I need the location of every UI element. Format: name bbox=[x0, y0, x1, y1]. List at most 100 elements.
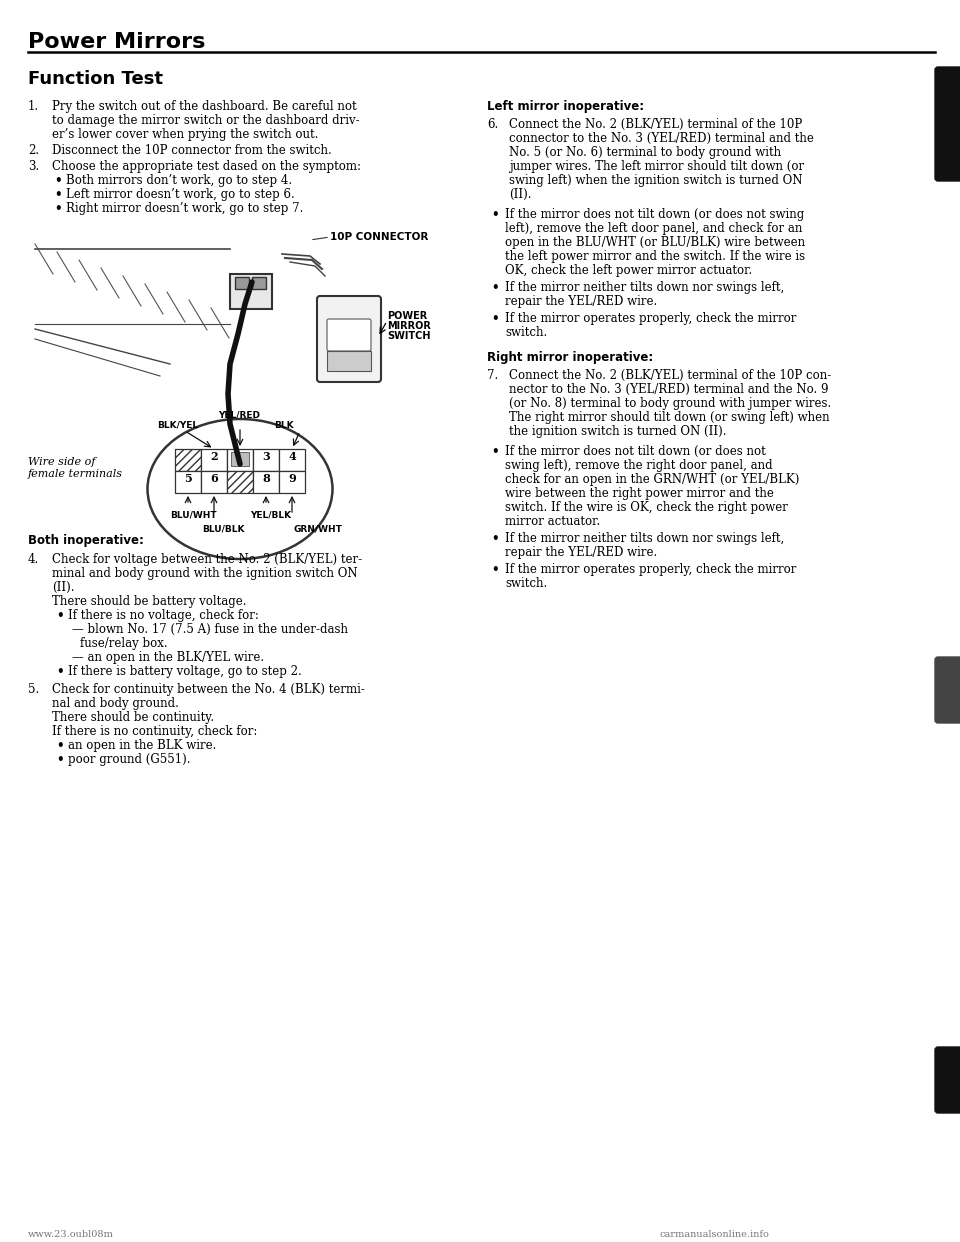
Text: BLK: BLK bbox=[274, 421, 294, 430]
Text: Connect the No. 2 (BLK/YEL) terminal of the 10P: Connect the No. 2 (BLK/YEL) terminal of … bbox=[509, 118, 803, 130]
Text: er’s lower cover when prying the switch out.: er’s lower cover when prying the switch … bbox=[52, 128, 319, 142]
FancyBboxPatch shape bbox=[935, 1047, 960, 1113]
Text: to damage the mirror switch or the dashboard driv-: to damage the mirror switch or the dashb… bbox=[52, 114, 360, 127]
Text: •: • bbox=[491, 563, 498, 576]
Text: the ignition switch is turned ON (II).: the ignition switch is turned ON (II). bbox=[509, 425, 727, 438]
Text: connector to the No. 3 (YEL/RED) terminal and the: connector to the No. 3 (YEL/RED) termina… bbox=[509, 132, 814, 145]
Text: •: • bbox=[54, 174, 61, 188]
Text: 4.: 4. bbox=[28, 553, 39, 566]
Text: 6.: 6. bbox=[487, 118, 498, 130]
Text: If the mirror neither tilts down nor swings left,: If the mirror neither tilts down nor swi… bbox=[505, 281, 784, 294]
Text: If the mirror does not tilt down (or does not: If the mirror does not tilt down (or doe… bbox=[505, 445, 766, 458]
Text: 9: 9 bbox=[288, 473, 296, 484]
Text: •: • bbox=[491, 207, 498, 221]
Bar bbox=[230, 274, 272, 309]
Text: BLU/BLK: BLU/BLK bbox=[202, 525, 245, 534]
Text: switch. If the wire is OK, check the right power: switch. If the wire is OK, check the rig… bbox=[505, 501, 788, 514]
Bar bbox=[201, 471, 227, 493]
Text: •: • bbox=[56, 609, 63, 622]
Text: jumper wires. The left mirror should tilt down (or: jumper wires. The left mirror should til… bbox=[509, 160, 804, 173]
Text: The right mirror should tilt down (or swing left) when: The right mirror should tilt down (or sw… bbox=[509, 411, 829, 424]
Text: Both inoperative:: Both inoperative: bbox=[28, 534, 144, 546]
Text: •: • bbox=[56, 753, 63, 766]
Text: There should be battery voltage.: There should be battery voltage. bbox=[52, 595, 247, 609]
Text: GRN/WHT: GRN/WHT bbox=[294, 525, 343, 534]
Text: If the mirror operates properly, check the mirror: If the mirror operates properly, check t… bbox=[505, 312, 797, 325]
Text: switch.: switch. bbox=[505, 325, 547, 339]
Text: www.23.oubl08m: www.23.oubl08m bbox=[28, 1230, 114, 1240]
Text: If there is no continuity, check for:: If there is no continuity, check for: bbox=[52, 725, 257, 738]
FancyBboxPatch shape bbox=[327, 319, 371, 351]
Text: Connect the No. 2 (BLK/YEL) terminal of the 10P con-: Connect the No. 2 (BLK/YEL) terminal of … bbox=[509, 369, 831, 383]
Text: BLK/YEL: BLK/YEL bbox=[157, 421, 198, 430]
Text: 10P CONNECTOR: 10P CONNECTOR bbox=[330, 232, 428, 242]
Text: — blown No. 17 (7.5 A) fuse in the under-dash: — blown No. 17 (7.5 A) fuse in the under… bbox=[72, 623, 348, 636]
Text: (or No. 8) terminal to body ground with jumper wires.: (or No. 8) terminal to body ground with … bbox=[509, 397, 831, 410]
Text: Power Mirrors: Power Mirrors bbox=[28, 32, 205, 52]
FancyBboxPatch shape bbox=[317, 296, 381, 383]
Text: There should be continuity.: There should be continuity. bbox=[52, 710, 214, 724]
Text: mirror actuator.: mirror actuator. bbox=[505, 515, 600, 528]
Bar bbox=[279, 471, 305, 493]
Text: poor ground (G551).: poor ground (G551). bbox=[68, 753, 190, 766]
Text: If the mirror neither tilts down nor swings left,: If the mirror neither tilts down nor swi… bbox=[505, 532, 784, 545]
Text: Left mirror doesn’t work, go to step 6.: Left mirror doesn’t work, go to step 6. bbox=[66, 188, 295, 201]
Text: •: • bbox=[54, 202, 61, 215]
Bar bbox=[235, 277, 249, 289]
Text: wire between the right power mirror and the: wire between the right power mirror and … bbox=[505, 487, 774, 501]
Bar bbox=[327, 351, 371, 371]
Text: 3.: 3. bbox=[28, 160, 39, 173]
Text: left), remove the left door panel, and check for an: left), remove the left door panel, and c… bbox=[505, 222, 803, 235]
Text: repair the YEL/RED wire.: repair the YEL/RED wire. bbox=[505, 296, 658, 308]
Text: Right mirror doesn’t work, go to step 7.: Right mirror doesn’t work, go to step 7. bbox=[66, 202, 303, 215]
Text: POWER: POWER bbox=[387, 310, 427, 320]
Text: •: • bbox=[491, 281, 498, 294]
Bar bbox=[227, 471, 253, 493]
FancyBboxPatch shape bbox=[936, 68, 960, 178]
Text: 7.: 7. bbox=[487, 369, 498, 383]
Text: Wire side of: Wire side of bbox=[28, 457, 95, 467]
Bar bbox=[279, 450, 305, 471]
Text: •: • bbox=[491, 445, 498, 458]
Text: BLU/WHT: BLU/WHT bbox=[170, 510, 217, 520]
Text: Function Test: Function Test bbox=[28, 70, 163, 88]
Text: 1.: 1. bbox=[28, 101, 39, 113]
Text: Pry the switch out of the dashboard. Be careful not: Pry the switch out of the dashboard. Be … bbox=[52, 101, 356, 113]
Text: 3: 3 bbox=[262, 452, 270, 462]
Text: If the mirror does not tilt down (or does not swing: If the mirror does not tilt down (or doe… bbox=[505, 207, 804, 221]
Bar bbox=[231, 452, 249, 466]
Text: repair the YEL/RED wire.: repair the YEL/RED wire. bbox=[505, 546, 658, 559]
Text: YEL/BLK: YEL/BLK bbox=[250, 510, 291, 520]
Text: 5.: 5. bbox=[28, 683, 39, 696]
Text: check for an open in the GRN/WHT (or YEL/BLK): check for an open in the GRN/WHT (or YEL… bbox=[505, 473, 800, 486]
FancyBboxPatch shape bbox=[935, 657, 960, 723]
Text: 8: 8 bbox=[262, 473, 270, 484]
Text: Right mirror inoperative:: Right mirror inoperative: bbox=[487, 351, 653, 364]
Text: nector to the No. 3 (YEL/RED) terminal and the No. 9: nector to the No. 3 (YEL/RED) terminal a… bbox=[509, 383, 828, 396]
Text: •: • bbox=[491, 532, 498, 545]
Text: carmanualsonline.info: carmanualsonline.info bbox=[660, 1230, 770, 1240]
Text: 2.: 2. bbox=[28, 144, 39, 156]
Text: (II).: (II). bbox=[52, 581, 75, 594]
Text: minal and body ground with the ignition switch ON: minal and body ground with the ignition … bbox=[52, 568, 358, 580]
Text: No. 5 (or No. 6) terminal to body ground with: No. 5 (or No. 6) terminal to body ground… bbox=[509, 147, 781, 159]
Text: switch.: switch. bbox=[505, 578, 547, 590]
Bar bbox=[201, 450, 227, 471]
Text: If there is no voltage, check for:: If there is no voltage, check for: bbox=[68, 609, 259, 622]
Bar bbox=[175, 471, 201, 493]
Text: — an open in the BLK/YEL wire.: — an open in the BLK/YEL wire. bbox=[72, 651, 264, 664]
Text: the left power mirror and the switch. If the wire is: the left power mirror and the switch. If… bbox=[505, 250, 805, 263]
Text: SWITCH: SWITCH bbox=[387, 332, 430, 342]
Text: Check for voltage between the No. 2 (BLK/YEL) ter-: Check for voltage between the No. 2 (BLK… bbox=[52, 553, 362, 566]
Text: an open in the BLK wire.: an open in the BLK wire. bbox=[68, 739, 216, 751]
Text: open in the BLU/WHT (or BLU/BLK) wire between: open in the BLU/WHT (or BLU/BLK) wire be… bbox=[505, 236, 805, 248]
Bar bbox=[227, 450, 253, 471]
Text: OK, check the left power mirror actuator.: OK, check the left power mirror actuator… bbox=[505, 265, 753, 277]
Text: •: • bbox=[56, 664, 63, 678]
Bar bbox=[253, 471, 279, 493]
Text: Left mirror inoperative:: Left mirror inoperative: bbox=[487, 101, 644, 113]
Text: Both mirrors don’t work, go to step 4.: Both mirrors don’t work, go to step 4. bbox=[66, 174, 292, 188]
Text: If there is battery voltage, go to step 2.: If there is battery voltage, go to step … bbox=[68, 664, 301, 678]
Text: swing left), remove the right door panel, and: swing left), remove the right door panel… bbox=[505, 460, 773, 472]
Text: •: • bbox=[54, 188, 61, 201]
